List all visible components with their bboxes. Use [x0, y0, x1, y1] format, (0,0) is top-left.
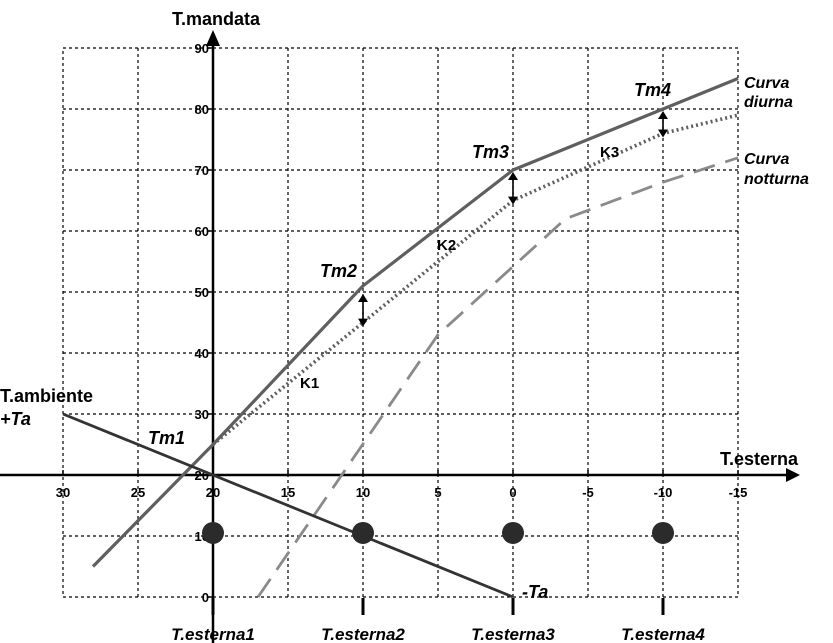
curve-night-label-line2: notturna [744, 171, 809, 188]
y-tick-label: 50 [195, 285, 209, 300]
y-axis-title: T.mandata [172, 9, 261, 29]
y-tick-label: 90 [195, 41, 209, 56]
y-tick-label: 30 [195, 407, 209, 422]
x-axis-arrow [786, 468, 800, 482]
curve-day-label-line2: diurna [744, 94, 793, 111]
reference-points [202, 521, 674, 544]
y-tick-label: 60 [195, 224, 209, 239]
y-tick-label: 40 [195, 346, 209, 361]
series-reduced-curve [211, 113, 739, 446]
x-tick-label: 20 [206, 485, 220, 500]
series-ambient-line [62, 412, 514, 599]
k-label-k3: K3 [600, 144, 619, 161]
y-tick-label: 70 [195, 163, 209, 178]
x-axis-title: T.esterna [720, 449, 799, 469]
y-tick-label: 0 [202, 590, 209, 605]
k-label-k2: K2 [437, 237, 456, 254]
x-tick-label: -5 [582, 485, 594, 500]
grid [62, 47, 739, 598]
x-tick-label: 15 [281, 485, 295, 500]
reference-point-marker [202, 521, 224, 544]
k-arrow-head-up [508, 172, 518, 180]
curve-day-label-line1: Curva [744, 75, 789, 92]
x-tick-label: 25 [131, 485, 145, 500]
y-tick-label: 80 [195, 102, 209, 117]
ambient-label: T.ambiente [0, 386, 93, 406]
series-day-curve [91, 77, 739, 568]
point-label-tm4: Tm4 [634, 80, 671, 100]
k-arrow-head-up [358, 294, 368, 302]
bottom-label-3: T.esterna3 [471, 625, 555, 643]
bottom-label-2: T.esterna2 [321, 625, 405, 643]
series-night-curve [256, 156, 739, 598]
x-tick-label: 30 [56, 485, 70, 500]
x-tick-label: 10 [356, 485, 370, 500]
curves [62, 77, 739, 599]
y-axis-arrow [206, 30, 220, 46]
reference-point-marker [652, 521, 674, 544]
plus-ta-label: +Ta [0, 409, 31, 429]
curve-night-label-line1: Curva [744, 151, 789, 168]
x-tick-label: 5 [434, 485, 441, 500]
point-label-tm2: Tm2 [320, 261, 357, 281]
reference-point-marker [502, 521, 524, 544]
labels: T.mandata T.esterna T.ambiente +Ta -Ta Curva d… [0, 9, 809, 643]
k-label-k1: K1 [300, 375, 319, 392]
reference-point-marker [352, 521, 374, 544]
minus-ta-label: -Ta [522, 582, 548, 602]
k-arrow-head-down [658, 129, 668, 138]
bottom-label-1: T.esterna1 [171, 625, 255, 643]
x-tick-label: -10 [654, 485, 673, 500]
bottom-label-4: T.esterna4 [621, 625, 705, 643]
x-tick-label: -15 [729, 485, 748, 500]
point-label-tm3: Tm3 [472, 142, 509, 162]
k-arrow-head-down [508, 196, 518, 205]
grid-frame [62, 47, 739, 598]
point-label-tm1: Tm1 [148, 428, 185, 448]
x-tick-label: 0 [509, 485, 516, 500]
k-arrow-head-up [658, 111, 668, 119]
k-arrow-head-down [358, 318, 368, 327]
